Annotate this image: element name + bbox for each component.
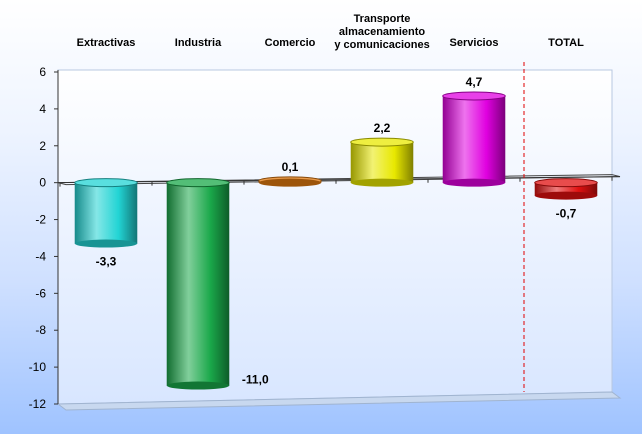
bar-top-cap xyxy=(350,137,414,147)
bar xyxy=(74,178,138,248)
bar xyxy=(350,137,414,187)
y-tick-label: 6 xyxy=(39,65,46,79)
bar xyxy=(258,176,322,187)
bar-bottom-cap xyxy=(258,178,322,187)
bar-bottom-cap xyxy=(442,178,506,187)
category-label: Transporte xyxy=(354,13,411,25)
category-label: almacenamiento xyxy=(339,26,425,38)
category-label: Extractivas xyxy=(77,37,136,49)
y-tick-label: 2 xyxy=(39,139,46,153)
bar xyxy=(166,178,230,390)
bar xyxy=(534,178,598,200)
y-tick-label: -6 xyxy=(35,286,46,300)
data-label: -3,3 xyxy=(96,255,117,269)
data-label: -0,7 xyxy=(556,207,577,221)
data-label: -11,0 xyxy=(242,373,269,387)
y-tick-label: -4 xyxy=(35,249,46,263)
plot-floor-edge xyxy=(56,391,622,411)
data-label: 4,7 xyxy=(466,75,483,89)
y-tick-label: 0 xyxy=(39,176,46,190)
y-tick-label: -12 xyxy=(29,397,47,411)
bar-bottom-cap xyxy=(534,191,598,200)
y-tick-label: -8 xyxy=(35,323,46,337)
category-label: Servicios xyxy=(450,37,499,49)
category-label: Comercio xyxy=(265,37,316,49)
category-label: TOTAL xyxy=(548,37,584,49)
bar-bottom-cap xyxy=(74,239,138,248)
y-tick-label: 4 xyxy=(39,102,46,116)
bar-top-cap xyxy=(166,178,230,188)
data-label: 0,1 xyxy=(282,160,299,174)
bar-body xyxy=(166,182,230,386)
bar-top-cap xyxy=(442,91,506,101)
y-tick-label: -2 xyxy=(35,213,46,227)
bar-bottom-cap xyxy=(350,178,414,187)
y-tick-label: -10 xyxy=(29,360,47,374)
bar-top-cap xyxy=(74,178,138,188)
bar-top-cap xyxy=(534,178,598,188)
bar xyxy=(442,91,506,187)
data-label: 2,2 xyxy=(374,121,391,135)
bar-bottom-cap xyxy=(166,381,230,390)
category-label: Industria xyxy=(175,37,222,49)
plot-wall xyxy=(57,69,613,405)
bar-body xyxy=(74,182,138,244)
bar-body xyxy=(350,142,414,183)
bar-body xyxy=(442,95,506,183)
category-label: y comunicaciones xyxy=(334,39,429,51)
